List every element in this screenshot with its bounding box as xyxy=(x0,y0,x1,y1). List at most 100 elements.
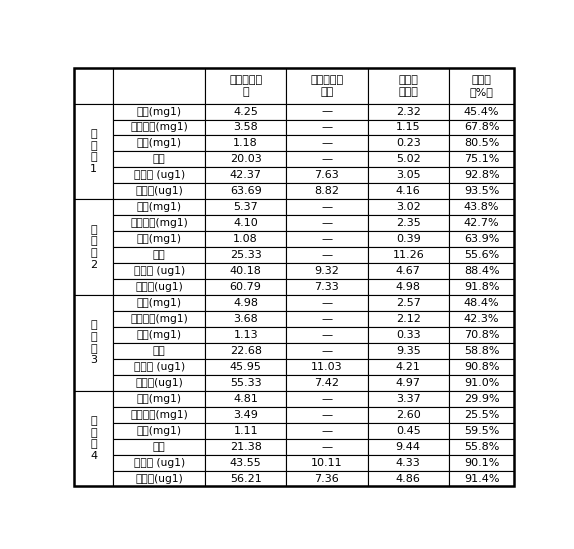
Bar xyxy=(286,359,367,375)
Text: 56.21: 56.21 xyxy=(230,474,262,484)
Bar xyxy=(286,199,367,215)
Bar xyxy=(449,359,514,375)
Text: 总氮(mg1): 总氮(mg1) xyxy=(137,202,181,212)
Bar xyxy=(367,167,449,183)
Bar xyxy=(113,359,205,375)
Bar xyxy=(449,311,514,327)
Bar xyxy=(205,391,286,407)
Bar xyxy=(205,439,286,455)
Text: 4.10: 4.10 xyxy=(233,219,258,228)
Bar xyxy=(205,104,286,120)
Text: 总氮(mg1): 总氮(mg1) xyxy=(137,394,181,404)
Text: —: — xyxy=(321,441,332,452)
Bar xyxy=(205,120,286,136)
Bar xyxy=(286,327,367,343)
Bar xyxy=(113,470,205,486)
Bar xyxy=(205,327,286,343)
Text: 67.8%: 67.8% xyxy=(464,122,499,132)
Text: —: — xyxy=(321,330,332,340)
Text: 92.8%: 92.8% xyxy=(464,170,499,181)
Text: 90.1%: 90.1% xyxy=(464,457,499,468)
Bar xyxy=(367,231,449,247)
Text: 3.49: 3.49 xyxy=(233,410,258,419)
Text: 浊度: 浊度 xyxy=(153,154,165,164)
Text: —: — xyxy=(321,298,332,308)
Bar xyxy=(286,455,367,470)
Bar xyxy=(113,407,205,423)
Text: 0.39: 0.39 xyxy=(396,234,421,244)
Bar xyxy=(205,295,286,311)
Bar xyxy=(286,439,367,455)
Bar xyxy=(449,231,514,247)
Text: 40.18: 40.18 xyxy=(230,266,262,276)
Text: —: — xyxy=(321,250,332,260)
Bar xyxy=(286,263,367,279)
Text: 2.60: 2.60 xyxy=(396,410,421,419)
Text: 3.68: 3.68 xyxy=(233,314,258,324)
Bar xyxy=(113,375,205,391)
Text: —: — xyxy=(321,202,332,212)
Text: 3.02: 3.02 xyxy=(396,202,421,212)
Text: 叶枯唑(ug1): 叶枯唑(ug1) xyxy=(135,282,183,292)
Text: 20.03: 20.03 xyxy=(230,154,262,164)
Text: 63.69: 63.69 xyxy=(230,186,262,197)
Text: 21.38: 21.38 xyxy=(230,441,262,452)
Bar xyxy=(205,359,286,375)
Bar xyxy=(367,311,449,327)
Bar xyxy=(367,183,449,199)
Bar xyxy=(367,215,449,231)
Text: 7.63: 7.63 xyxy=(315,170,339,181)
Bar xyxy=(205,167,286,183)
Bar xyxy=(449,215,514,231)
Text: 总磷(mg1): 总磷(mg1) xyxy=(137,138,181,148)
Bar xyxy=(205,136,286,152)
Bar xyxy=(286,295,367,311)
Bar xyxy=(286,407,367,423)
Bar xyxy=(367,263,449,279)
Bar xyxy=(449,263,514,279)
Bar xyxy=(113,263,205,279)
Text: 25.5%: 25.5% xyxy=(464,410,499,419)
Bar xyxy=(449,279,514,295)
Text: 实
施
例
2: 实 施 例 2 xyxy=(90,225,97,270)
Text: —: — xyxy=(321,410,332,419)
Bar xyxy=(113,68,205,104)
Text: —: — xyxy=(321,107,332,116)
Bar xyxy=(449,199,514,215)
Text: 9.35: 9.35 xyxy=(396,346,421,356)
Text: 浊度: 浊度 xyxy=(153,250,165,260)
Text: 农药去除槽
出水: 农药去除槽 出水 xyxy=(311,75,343,97)
Bar xyxy=(286,152,367,167)
Text: 硝酸盐氮(mg1): 硝酸盐氮(mg1) xyxy=(130,219,188,228)
Bar xyxy=(205,247,286,263)
Text: 4.33: 4.33 xyxy=(396,457,421,468)
Text: 55.33: 55.33 xyxy=(230,378,262,388)
Text: 9.32: 9.32 xyxy=(315,266,339,276)
Bar xyxy=(286,136,367,152)
Bar xyxy=(205,183,286,199)
Bar xyxy=(113,439,205,455)
Bar xyxy=(286,215,367,231)
Text: 25.33: 25.33 xyxy=(230,250,262,260)
Text: 45.95: 45.95 xyxy=(230,362,262,372)
Text: 4.98: 4.98 xyxy=(233,298,258,308)
Text: 4.86: 4.86 xyxy=(395,474,421,484)
Text: 43.55: 43.55 xyxy=(230,457,262,468)
Bar xyxy=(205,263,286,279)
Bar xyxy=(113,455,205,470)
Text: 4.25: 4.25 xyxy=(233,107,258,116)
Text: —: — xyxy=(321,219,332,228)
Bar xyxy=(113,183,205,199)
Bar xyxy=(113,231,205,247)
Bar xyxy=(205,470,286,486)
Text: 7.33: 7.33 xyxy=(315,282,339,292)
Text: 9.44: 9.44 xyxy=(395,441,421,452)
Text: 实
施
例
4: 实 施 例 4 xyxy=(90,416,97,461)
Text: 浊度: 浊度 xyxy=(153,346,165,356)
Bar xyxy=(367,375,449,391)
Bar xyxy=(367,439,449,455)
Text: 叶枯唑(ug1): 叶枯唑(ug1) xyxy=(135,474,183,484)
Text: 2.57: 2.57 xyxy=(395,298,421,308)
Text: —: — xyxy=(321,314,332,324)
Text: 总磷(mg1): 总磷(mg1) xyxy=(137,234,181,244)
